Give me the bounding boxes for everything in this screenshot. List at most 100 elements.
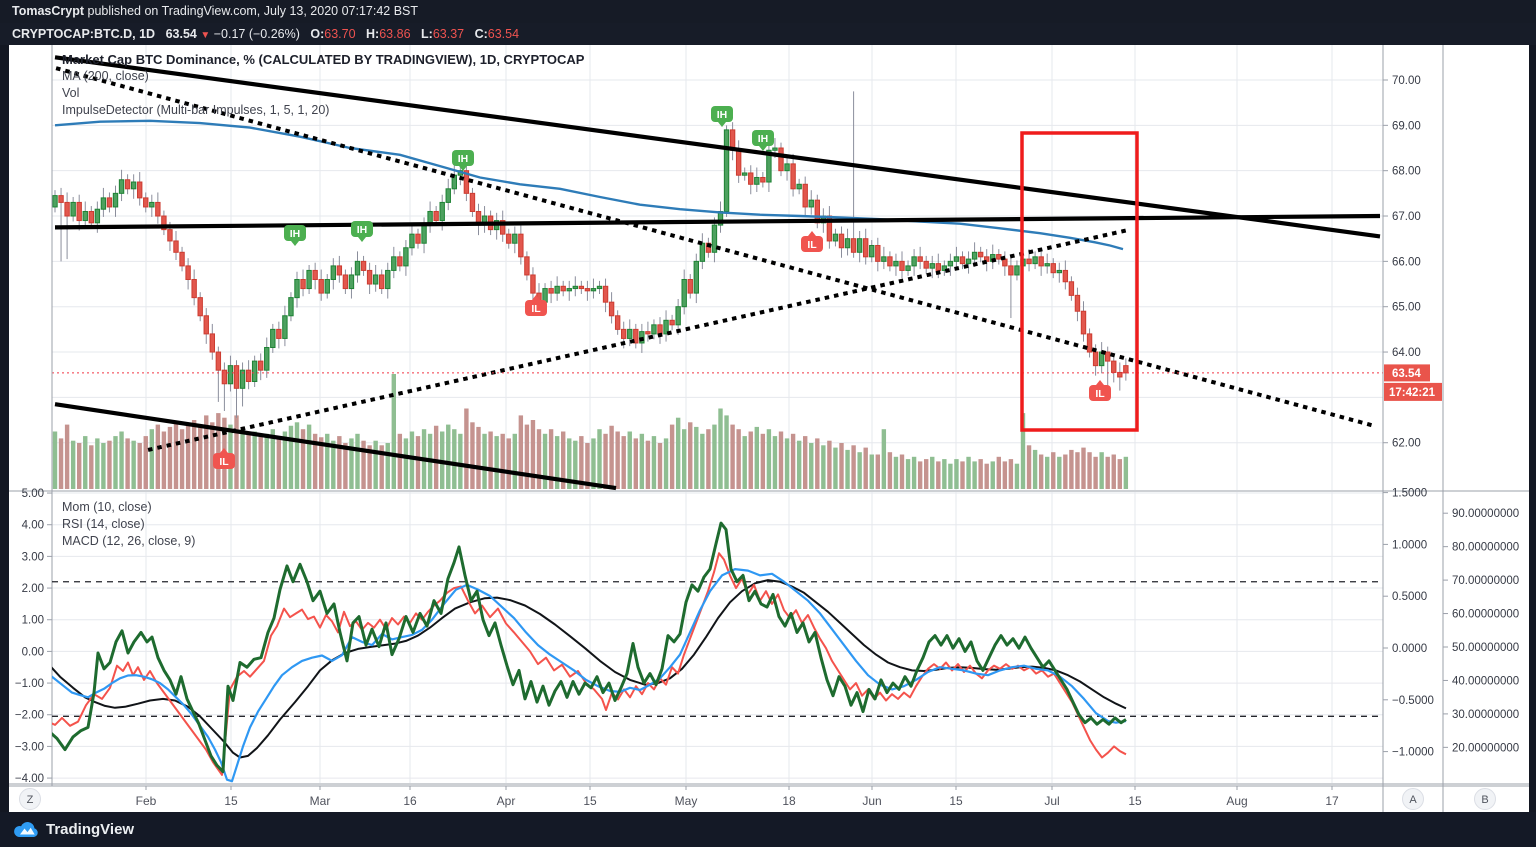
svg-text:IH: IH [290,228,301,240]
svg-text:Jul: Jul [1044,794,1059,808]
svg-text:A: A [1409,794,1417,806]
svg-text:70.00: 70.00 [1392,75,1421,87]
open-value: 63.70 [324,27,356,41]
svg-text:17:42:21: 17:42:21 [1389,387,1436,399]
svg-text:IL: IL [807,239,817,251]
svg-text:62.00: 62.00 [1392,438,1421,450]
svg-text:1.5000: 1.5000 [1392,488,1427,500]
svg-text:2.00: 2.00 [22,583,44,595]
open-label: O: [310,27,325,41]
svg-text:80.00000000: 80.00000000 [1452,542,1519,554]
svg-text:1.00: 1.00 [22,615,44,627]
svg-text:15: 15 [583,794,597,808]
last-price: 63.54 [165,27,197,41]
svg-text:15: 15 [1128,794,1142,808]
impulse-high-label: IH [452,150,474,171]
svg-text:Z: Z [27,794,34,806]
momentum-line [52,521,1127,774]
low-value: 63.37 [432,27,465,41]
svg-text:66.00: 66.00 [1392,256,1421,268]
highlight-rectangle[interactable] [1020,131,1139,432]
trendline-ascending-dotted[interactable] [147,227,1133,452]
b-scale-axis[interactable]: 90.00000000 80.00000000 70.00000000 60.0000… [1443,508,1519,754]
svg-text:0.5000: 0.5000 [1392,591,1427,603]
svg-text:−4.00: −4.00 [15,773,44,785]
svg-text:0.00: 0.00 [22,646,44,658]
lower-pane[interactable] [43,521,1383,783]
svg-text:B: B [1481,794,1488,806]
impulse-high-label: IH [351,221,373,242]
time-axis[interactable]: Feb 15 Mar 16 Apr 15 May 18 Jun 15 Jul 15 Aug 17 [136,786,1339,808]
high-value: 63.86 [379,27,411,41]
svg-text:IL: IL [1095,388,1105,400]
trendline-descending-dotted[interactable] [55,66,1381,430]
svg-text:5.00: 5.00 [22,488,44,500]
author-name: TomasCrypt [12,4,85,18]
svg-text:30.00000000: 30.00000000 [1452,709,1519,721]
trendline-lower-support[interactable] [54,402,617,491]
svg-text:IH: IH [758,133,769,145]
price-badge: 63.54 17:42:21 [1384,364,1442,401]
impulse-high-label: IH [752,130,774,151]
svg-text:3.00: 3.00 [22,551,44,563]
svg-text:90.00000000: 90.00000000 [1452,508,1519,520]
svg-text:65.00: 65.00 [1392,302,1421,314]
svg-text:17: 17 [1325,794,1339,808]
svg-text:Aug: Aug [1226,794,1247,808]
svg-text:Jun: Jun [862,794,881,808]
svg-text:−2.00: −2.00 [15,710,44,722]
macd-signal-line [52,579,1127,759]
impulse-high-label: IH [284,225,306,246]
impulse-low-label: IL [1089,380,1111,401]
high-label: H: [366,27,380,41]
svg-text:IL: IL [219,456,229,468]
svg-text:IH: IH [357,224,368,236]
symbol-bar: CRYPTOCAP:BTC.D, 1D 63.54 ▼ −0.17 (−0.26… [0,23,1536,45]
svg-text:−3.00: −3.00 [15,741,44,753]
svg-text:67.00: 67.00 [1392,211,1421,223]
svg-text:−1.00: −1.00 [15,678,44,690]
svg-text:18: 18 [782,794,796,808]
footer-bar: TradingView [0,812,1536,847]
down-triangle-icon: ▼ [200,30,211,41]
trendline-upper-resistance[interactable] [54,55,1381,239]
svg-text:15: 15 [949,794,963,808]
rsi-line [52,567,1127,783]
price-axis[interactable]: 70.00 69.00 68.00 67.00 66.00 65.00 64.00 62.00 [1383,75,1421,450]
publish-info: published on TradingView.com, July 13, 2… [84,4,419,18]
svg-text:May: May [675,794,698,808]
svg-text:0.0000: 0.0000 [1392,643,1427,655]
svg-text:Feb: Feb [136,794,157,808]
svg-text:−1.0000: −1.0000 [1392,747,1434,759]
svg-text:20.00000000: 20.00000000 [1452,742,1519,754]
svg-text:69.00: 69.00 [1392,120,1421,132]
candles [52,91,1129,418]
left-axis[interactable]: 5.00 4.00 3.00 2.00 1.00 0.00 −1.00 −2.00 −3.00 −… [15,488,52,785]
svg-text:16: 16 [403,794,417,808]
macd-line [52,552,1127,776]
svg-text:60.00000000: 60.00000000 [1452,609,1519,621]
scale-badge-a[interactable]: A [1402,788,1424,810]
publish-header: TomasCrypt published on TradingView.com,… [0,0,1536,23]
tradingview-logo-icon[interactable] [13,818,39,842]
svg-text:IH: IH [458,153,469,165]
pane-borders [9,45,1529,812]
scale-badge-b[interactable]: B [1474,788,1496,810]
impulse-low-label: IL [213,448,235,469]
svg-text:68.00: 68.00 [1392,166,1421,178]
ma200-line[interactable] [54,119,1124,251]
symbol-name[interactable]: CRYPTOCAP:BTC.D, 1D [12,27,156,41]
close-value: 63.54 [487,27,520,41]
tradingview-brand[interactable]: TradingView [46,821,135,838]
a-scale-axis[interactable]: 1.5000 1.0000 0.5000 0.0000 −0.5000 −1.0000 [1383,488,1434,759]
svg-text:1.0000: 1.0000 [1392,539,1427,551]
svg-text:4.00: 4.00 [22,520,44,532]
price-change: −0.17 (−0.26%) [213,27,300,41]
trendline-horizontal-resistance[interactable] [54,213,1381,230]
svg-text:Apr: Apr [497,794,516,808]
maximize-pane-badge-z[interactable]: Z [19,788,41,810]
svg-text:50.00000000: 50.00000000 [1452,642,1519,654]
svg-text:IH: IH [717,109,728,121]
impulse-low-label: IL [801,231,823,252]
